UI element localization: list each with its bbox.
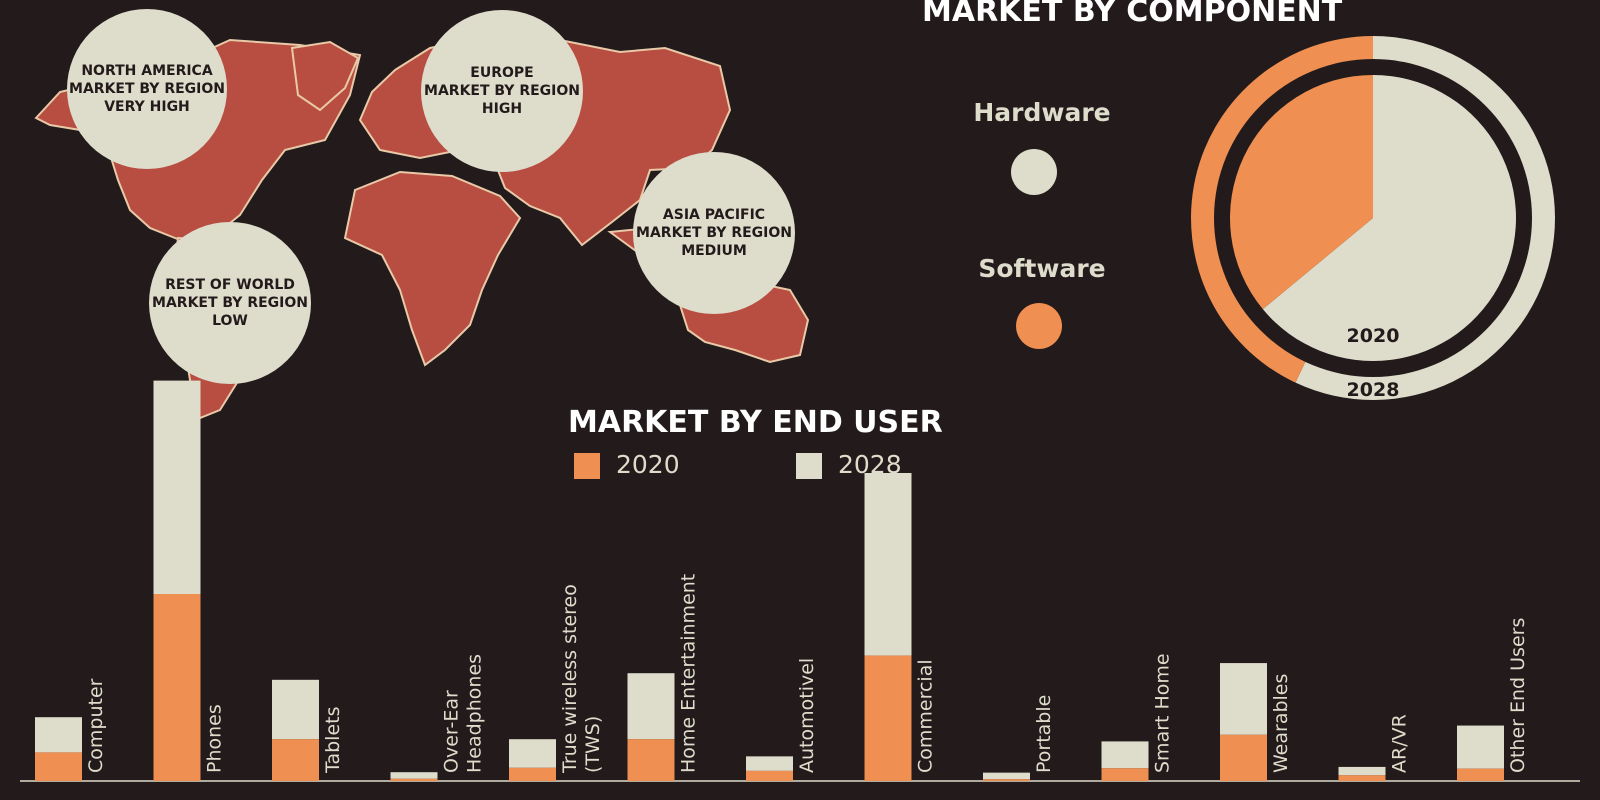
pie-label-2020: 2020 (1347, 325, 1400, 347)
pie-2020-hardware-slice (1262, 75, 1516, 362)
bar-2020-7 (864, 655, 912, 781)
bar-2028-1 (153, 380, 201, 594)
category-label-12: Other End Users (1507, 618, 1529, 773)
region-name: EUROPE (470, 65, 534, 81)
bar-2020-11 (1338, 775, 1386, 781)
category-label-10: Wearables (1270, 674, 1292, 773)
category-label-7: Commercial (915, 659, 937, 773)
region-level: HIGH (481, 101, 523, 117)
bar-2028-6 (746, 756, 793, 771)
category-label-9: Smart Home (1152, 653, 1174, 773)
bar-2028-8 (983, 772, 1030, 780)
legend-swatch-2028 (796, 453, 822, 479)
legend-label-software: Software (978, 254, 1106, 283)
region-name: NORTH AMERICA (81, 63, 213, 79)
bar-2020-10 (1220, 734, 1267, 781)
bar-2020-1 (153, 594, 201, 781)
bar-2020-12 (1457, 768, 1504, 781)
legend-label-2020: 2020 (616, 450, 680, 479)
ring-label-2028: 2028 (1347, 379, 1400, 401)
legend-swatch-2020 (574, 453, 600, 479)
legend-dot-software (1016, 303, 1062, 349)
category-label-5: Home Entertainment (678, 574, 700, 773)
region-level: VERY HIGH (104, 99, 190, 115)
bar-2028-10 (1220, 663, 1267, 735)
category-label-3: Over-EarHeadphones (441, 654, 486, 773)
category-label-2: Tablets (322, 707, 344, 774)
bar-2020-0 (35, 752, 82, 781)
category-label-4: True wireless stereo(TWS) (559, 584, 604, 774)
region-subtitle: MARKET BY REGION (69, 81, 225, 97)
bar-2020-2 (272, 739, 319, 781)
bar-2028-7 (864, 473, 912, 656)
bar-2028-0 (35, 717, 82, 753)
bar-2028-3 (390, 772, 438, 779)
bar-2020-9 (1101, 768, 1149, 781)
category-label-8: Portable (1033, 695, 1055, 773)
region-bubble-north-america: NORTH AMERICA MARKET BY REGION VERY HIGH (67, 9, 227, 169)
bar-2020-8 (983, 779, 1030, 781)
bar-2028-2 (272, 679, 319, 740)
region-subtitle: MARKET BY REGION (424, 83, 580, 99)
region-bubble-rest-of-world: REST OF WORLD MARKET BY REGION LOW (149, 222, 311, 384)
region-name: REST OF WORLD (165, 277, 295, 293)
component-title: MARKET BY COMPONENT (922, 0, 1343, 29)
region-subtitle: MARKET BY REGION (636, 225, 792, 241)
bar-2020-5 (627, 739, 675, 781)
bar-2020-6 (746, 770, 793, 781)
bar-2028-11 (1338, 766, 1386, 776)
region-bubble-asia-pacific: ASIA PACIFIC MARKET BY REGION MEDIUM (633, 152, 795, 314)
pie-2020-software-slice (1230, 75, 1373, 310)
region-level: MEDIUM (681, 243, 747, 259)
end-user-title: MARKET BY END USER (568, 405, 943, 440)
legend-dot-hardware (1011, 149, 1057, 195)
map-greenland (290, 40, 360, 112)
bar-2028-5 (627, 673, 675, 740)
category-label-6: Automotivel (796, 658, 818, 773)
region-bubble-europe: EUROPE MARKET BY REGION HIGH (421, 10, 583, 172)
region-level: LOW (212, 313, 248, 329)
map-africa (343, 170, 522, 367)
region-name: ASIA PACIFIC (662, 207, 766, 223)
category-label-1: Phones (204, 704, 226, 773)
region-subtitle: MARKET BY REGION (152, 295, 308, 311)
bar-2020-3 (390, 778, 438, 781)
component-pie-chart: 2020 2028 (1191, 36, 1555, 401)
bar-2020-4 (509, 767, 556, 781)
bar-2028-9 (1101, 741, 1149, 769)
bar-2028-12 (1457, 725, 1504, 769)
bar-2028-4 (509, 739, 556, 768)
category-label-0: Computer (85, 678, 107, 773)
category-label-11: AR/VR (1389, 714, 1411, 773)
legend-label-hardware: Hardware (973, 98, 1111, 127)
